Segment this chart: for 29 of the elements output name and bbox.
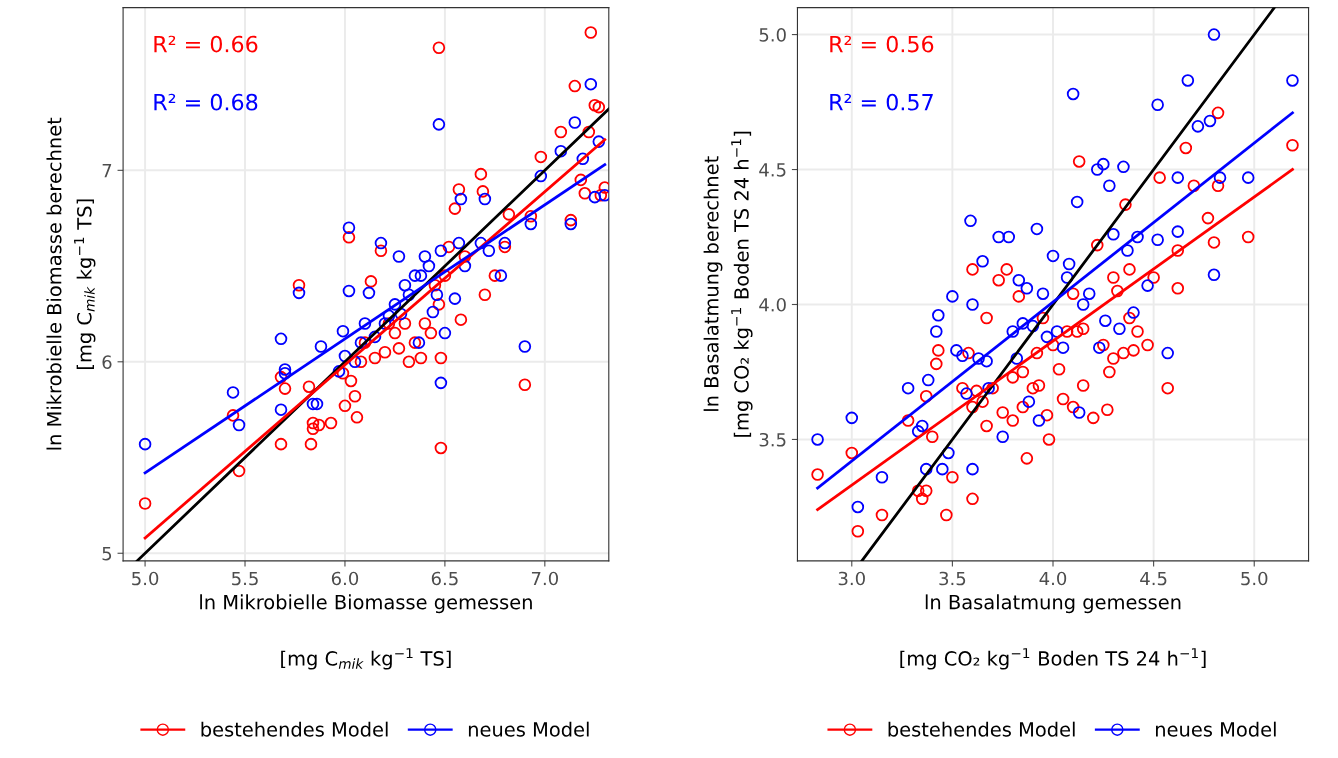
y-tick-label: 5.0 xyxy=(759,28,786,42)
y-tick-label: 4.0 xyxy=(759,297,786,312)
y-axis-title: ln Basalatmung berechnet [mg CO₂ kg$^{−1}$ Boden TS 24 h$^{−1}$] xyxy=(703,131,753,437)
x-tick-label: 3.0 xyxy=(838,571,865,586)
x-tick-label: 6.0 xyxy=(331,571,359,586)
x-tick-label: 6.5 xyxy=(431,571,458,586)
y-axis-title: ln Mikrobielle Biomasse berechnet [mg C$_{mik}$ kg$^{−1}$ TS] xyxy=(46,117,96,450)
annotation: R² = 0.56 xyxy=(830,35,934,53)
legend-label: bestehendes Model xyxy=(888,721,1075,737)
y-tick-label: 7 xyxy=(102,164,112,178)
y-tick-label: 3.5 xyxy=(759,432,786,447)
annotation: R² = 0.66 xyxy=(154,35,258,53)
legend-label: neues Model xyxy=(1156,721,1276,737)
y-tick-label: 5 xyxy=(102,546,112,561)
annotation: R² = 0.57 xyxy=(830,93,933,111)
x-tick-label: 5.0 xyxy=(1241,571,1268,586)
x-tick-label: 4.5 xyxy=(1140,571,1167,586)
legend-label: bestehendes Model xyxy=(201,721,388,737)
x-tick-label: 4.0 xyxy=(1039,571,1067,586)
annotation: R² = 0.68 xyxy=(154,93,258,111)
y-tick-label: 6 xyxy=(102,355,112,369)
x-tick-label: 5.5 xyxy=(232,571,258,586)
y-tick-label: 4.5 xyxy=(759,163,786,177)
x-tick-label: 7.0 xyxy=(531,571,558,586)
legend-label: neues Model xyxy=(468,721,589,737)
text: ln Basalatmung gemessen [mg CO₂ kg$^{−1}$ Boden TS 24 h$^{−1}$] xyxy=(900,594,1206,670)
x-tick-label: 5.0 xyxy=(132,571,159,586)
text: ln Mikrobielle Biomasse gemessen [mg C$_{mik}$ kg$^{−1}$ TS] xyxy=(200,594,532,670)
x-tick-label: 3.5 xyxy=(939,571,966,586)
